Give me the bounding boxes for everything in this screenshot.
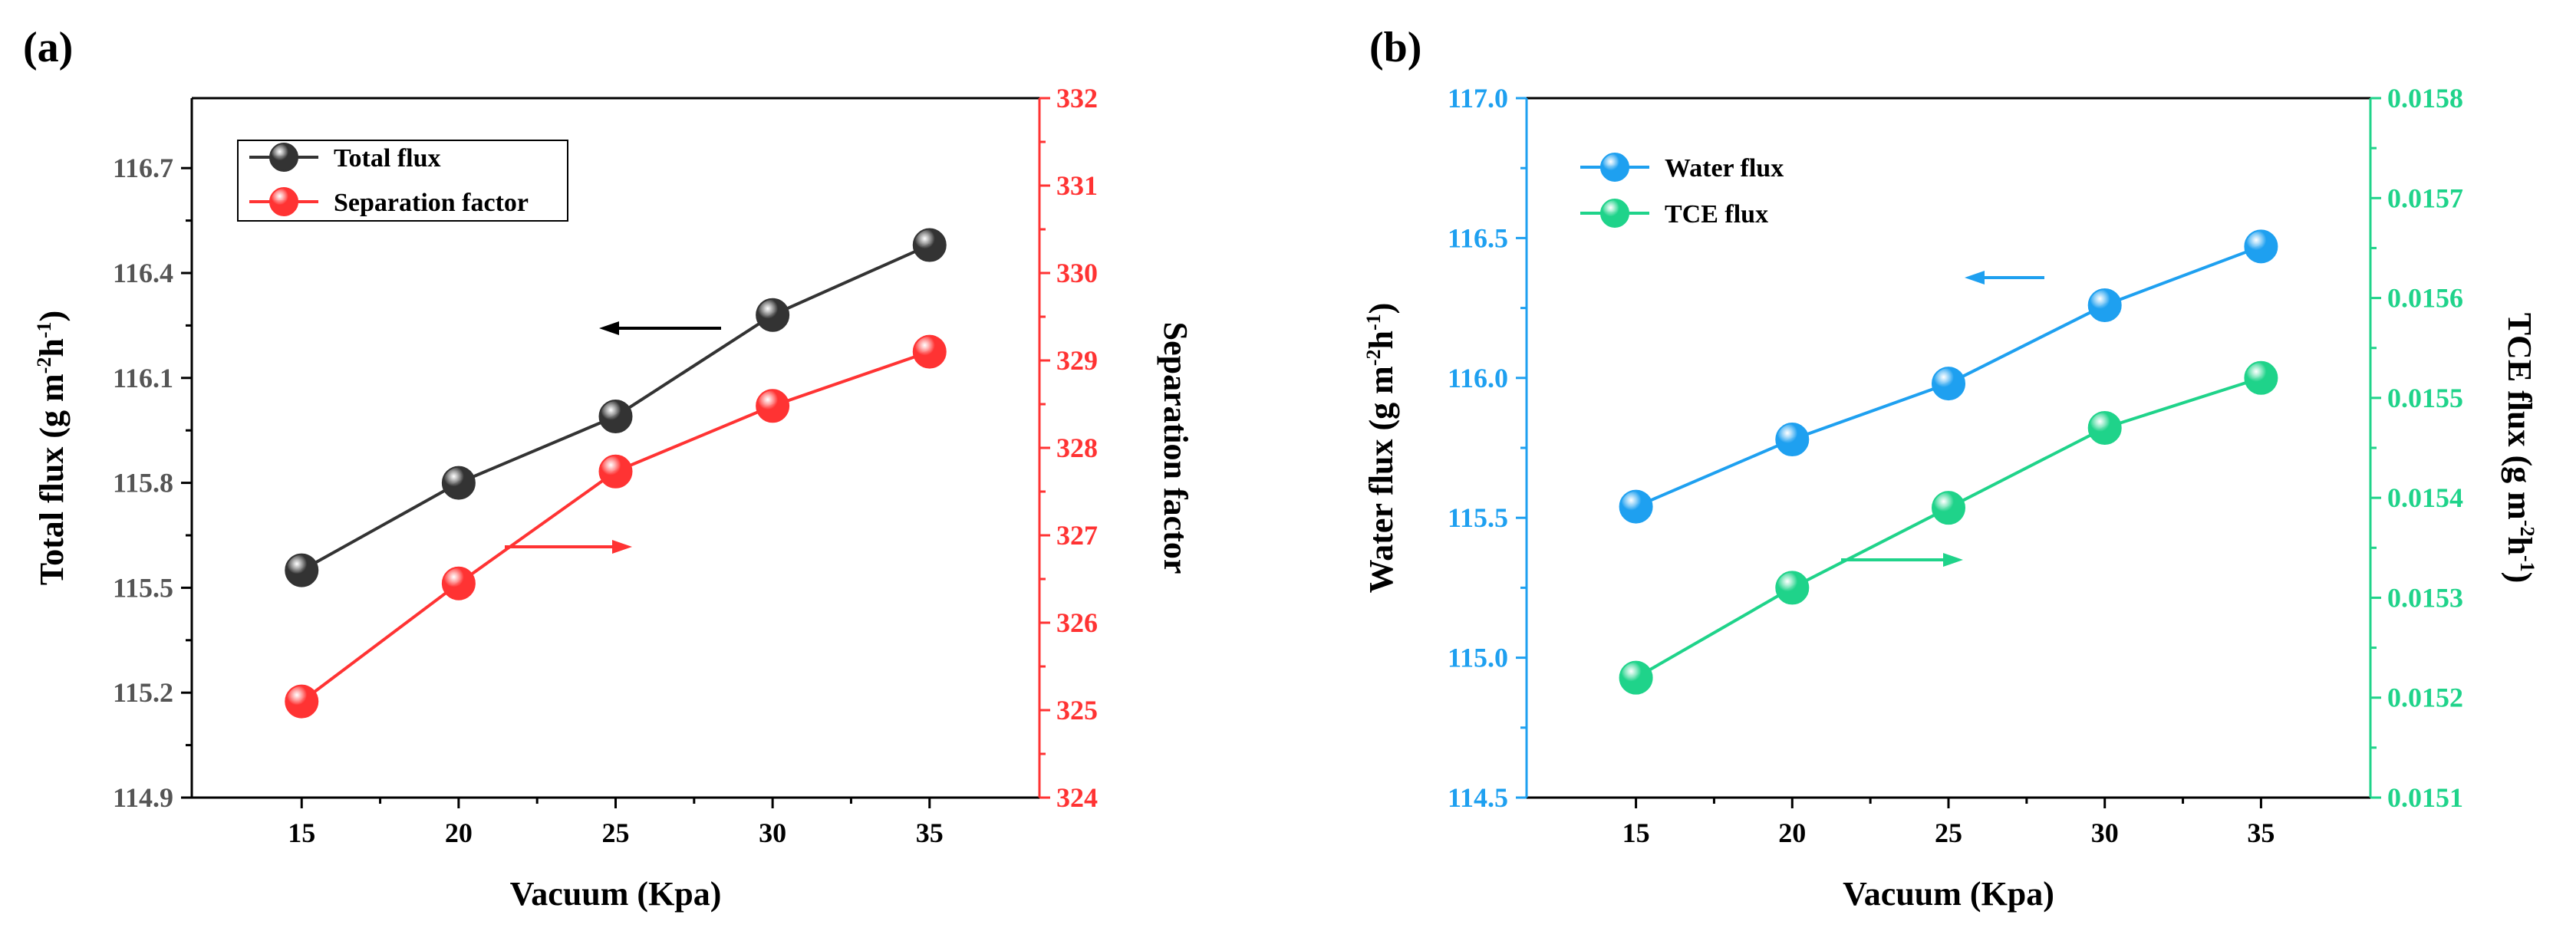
left-tick-label: 116.1 [113,363,173,393]
left-axis-title-mid: h [33,338,71,357]
data-point [1775,571,1810,605]
data-point [441,566,476,600]
left-tick-label: 116.0 [1448,363,1508,393]
data-point [1775,423,1810,457]
right-tick-label: 0.0153 [2387,582,2463,613]
panel-label: (b) [1369,24,1421,71]
left-axis-title-main: Total flux (g m [33,373,71,585]
left-tick-label: 115.0 [1448,643,1508,673]
data-point [441,466,476,500]
x-tick-label: 30 [759,818,786,848]
direction-arrow-head [1943,553,1963,567]
left-tick-label: 117.0 [1448,83,1508,114]
data-point [598,454,633,489]
panel-b: (b) 15 20 25 30 35 114.5 115.0 115.5 116.0 116.5 11… [1362,24,2538,913]
right-tick-label: 331 [1056,170,1098,201]
left-axis-title-sup: -2 [33,357,55,374]
legend-label: Separation factor [334,189,529,217]
data-point [2244,229,2278,264]
left-axis-title-sup: -1 [1362,314,1385,331]
right-axis-title: TCE flux (g m-2h-1) [2501,313,2538,584]
right-axis-title-end: ) [2501,572,2538,584]
left-tick-label: 114.5 [1448,782,1508,813]
data-point [1619,489,1653,524]
x-tick-label: 15 [1622,818,1650,848]
right-axis-title-sup: -1 [2516,555,2538,572]
right-axis-title-mid: h [2501,536,2538,554]
right-tick-label: 0.0157 [2387,183,2463,213]
data-point [756,389,790,423]
right-tick-label: 329 [1056,345,1098,376]
right-tick-label: 325 [1056,695,1098,725]
legend-marker [1600,199,1629,228]
x-tick-label: 15 [288,818,315,848]
legend-marker [269,143,298,172]
left-axis-title: Water flux (g m-2h-1) [1362,303,1400,594]
right-tick-label: 0.0151 [2387,782,2463,813]
data-point [285,553,319,587]
legend-label: TCE flux [1665,200,1768,229]
right-tick-label: 327 [1056,520,1098,551]
left-axis-title: Total flux (g m-2h-1) [33,311,71,585]
legend-marker [1600,153,1629,182]
x-tick-label: 20 [1778,818,1806,848]
left-tick-label: 116.7 [113,153,173,183]
data-point [1932,491,1965,525]
left-tick-label: 116.5 [1448,222,1508,253]
x-tick-label: 35 [916,818,944,848]
right-axis-title: Separation factor [1157,322,1194,574]
left-axis-title-end: ) [33,311,71,322]
x-tick-label: 30 [2091,818,2119,848]
x-axis-title: Vacuum (Kpa) [1843,875,2054,913]
left-tick-label: 114.9 [113,782,173,813]
data-point [912,228,947,262]
left-tick-label: 115.5 [113,572,173,603]
x-tick-label: 35 [2247,818,2275,848]
left-tick-label: 115.8 [113,468,173,498]
x-tick-label: 25 [602,818,630,848]
left-tick-label: 116.4 [113,258,173,288]
right-axis-title-main: TCE flux (g m [2501,313,2538,520]
right-tick-label: 0.0156 [2387,283,2463,314]
data-point [912,334,947,369]
panel-label: (a) [23,24,73,71]
data-point [1932,367,1965,401]
left-axis-title-sup: -2 [1362,350,1385,367]
data-point [756,298,790,332]
data-point [2087,410,2122,445]
data-point [2244,360,2278,395]
left-axis-title-sup: -1 [33,321,55,338]
right-tick-label: 0.0152 [2387,683,2463,713]
series-line-1 [1635,376,2262,679]
left-axis-title-end: ) [1362,303,1400,314]
right-tick-label: 0.0155 [2387,383,2463,413]
x-tick-label: 25 [1935,818,1962,848]
right-tick-label: 332 [1056,83,1098,114]
right-tick-label: 330 [1056,258,1098,288]
left-tick-label: 115.2 [113,677,173,708]
left-tick-label: 115.5 [1448,502,1508,533]
data-point [2087,288,2122,322]
data-point [285,684,319,719]
panel-a: (a) 15 20 25 30 35 114.9 115.2 115.5 115.8 116.1 11… [23,24,1194,913]
direction-arrow-head [599,321,619,335]
legend-label: Total flux [334,144,441,173]
right-tick-label: 0.0158 [2387,83,2463,114]
data-point [598,399,633,433]
left-axis-title-mid: h [1362,331,1400,349]
left-axis-title-main: Water flux (g m [1362,366,1400,593]
legend-label: Water flux [1665,154,1784,183]
direction-arrow-head [1965,271,1985,285]
right-tick-label: 326 [1056,607,1098,638]
right-tick-label: 324 [1056,782,1098,813]
direction-arrow-head [612,540,632,554]
data-point [1619,660,1653,695]
right-tick-label: 328 [1056,433,1098,463]
x-tick-label: 20 [445,818,473,848]
legend-marker [269,187,298,216]
x-axis-title: Vacuum (Kpa) [510,875,722,913]
right-tick-label: 0.0154 [2387,482,2463,513]
right-axis-title-sup: -2 [2516,520,2538,537]
